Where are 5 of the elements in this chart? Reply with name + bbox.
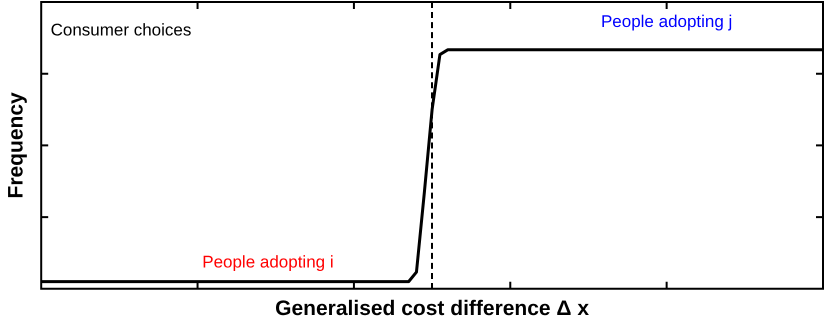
text: People adopting j [600,12,732,31]
annotation: People adopting i [202,252,334,272]
x-axis-title: Generalised cost difference Δ x [275,297,590,320]
y-axis-title: Frequency [4,92,28,198]
text: Consumer choices [50,20,192,40]
